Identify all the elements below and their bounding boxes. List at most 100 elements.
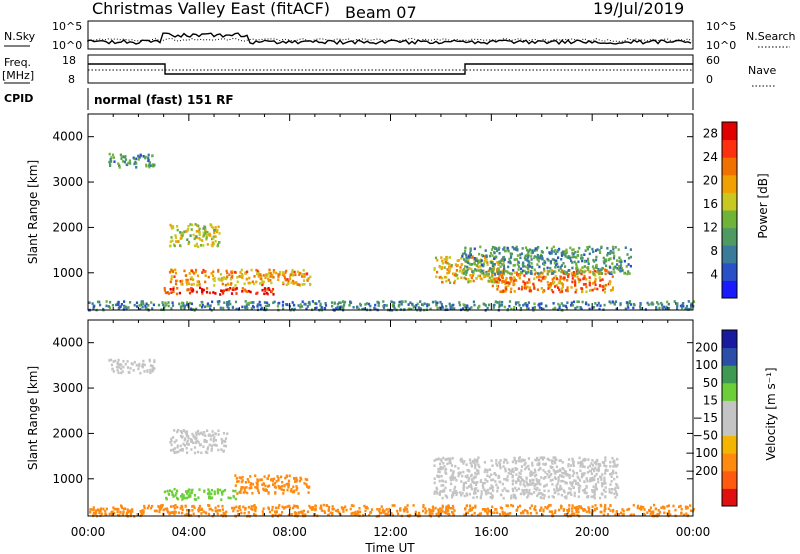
echo-cell — [439, 300, 442, 304]
echo-cell — [616, 263, 619, 266]
echo-cell — [443, 465, 446, 468]
echo-cell — [259, 478, 262, 481]
echo-cell — [463, 460, 466, 463]
echo-cell — [549, 261, 552, 265]
echo-cell — [612, 251, 615, 255]
echo-cell — [463, 258, 466, 261]
echo-cell — [286, 488, 289, 492]
echo-cell — [204, 232, 207, 235]
echo-cell — [471, 513, 474, 517]
echo-cell — [422, 509, 425, 513]
echo-cell — [385, 512, 388, 516]
echo-cell — [435, 304, 438, 307]
echo-cell — [123, 300, 126, 303]
echo-cell — [543, 489, 546, 493]
nsky-panel-frame — [87, 20, 694, 50]
echo-cell — [591, 489, 594, 492]
echo-cell — [301, 275, 304, 278]
echo-cell — [193, 272, 196, 275]
echo-cell — [129, 162, 132, 165]
echo-cell — [265, 273, 268, 276]
echo-cell — [555, 458, 558, 462]
echo-cell — [616, 267, 619, 270]
echo-cell — [526, 266, 530, 270]
echo-cell — [525, 490, 528, 494]
echo-cell — [190, 283, 193, 286]
echo-cell — [412, 504, 415, 507]
echo-cell — [210, 444, 213, 447]
echo-cell — [491, 275, 494, 278]
echo-cell — [244, 508, 247, 511]
echo-cell — [592, 258, 595, 262]
echo-cell — [263, 292, 266, 296]
echo-cell — [343, 303, 346, 306]
echo-cell — [197, 508, 200, 512]
echo-cell — [466, 474, 469, 477]
echo-cell — [564, 265, 567, 268]
echo-cell — [466, 469, 469, 472]
echo-cell — [518, 304, 521, 307]
echo-cell — [212, 237, 215, 240]
echo-cell — [210, 447, 213, 450]
echo-cell — [216, 512, 219, 516]
echo-cell — [556, 262, 559, 265]
echo-cell — [666, 300, 669, 304]
echo-cell — [513, 458, 516, 462]
echo-cell — [197, 429, 200, 433]
colorbar-segment — [722, 262, 737, 281]
echo-cell — [486, 306, 489, 310]
echo-cell — [289, 275, 292, 279]
echo-cell — [480, 259, 483, 262]
echo-cell — [232, 509, 235, 513]
echo-cell — [630, 513, 633, 516]
echo-cell — [533, 468, 536, 472]
echo-cell — [553, 491, 556, 495]
echo-cell — [457, 474, 460, 478]
echo-cell — [604, 486, 607, 489]
echo-cell — [267, 279, 270, 283]
echo-cell — [614, 266, 617, 269]
echo-cell — [550, 252, 553, 255]
echo-cell — [591, 505, 594, 508]
echo-cell — [195, 235, 198, 238]
echo-cell — [520, 287, 523, 291]
echo-cell — [231, 275, 234, 278]
echo-cell — [223, 444, 226, 448]
echo-cell — [216, 244, 219, 248]
echo-cell — [380, 505, 383, 508]
echo-cell — [423, 302, 426, 305]
echo-cell — [595, 266, 598, 269]
echo-cell — [176, 240, 179, 243]
velocity-colorbar-label: Velocity [m s⁻¹] — [764, 367, 778, 460]
echo-cell — [466, 265, 469, 269]
echo-cell — [209, 307, 212, 310]
echo-cell — [551, 258, 554, 261]
echo-cell — [179, 280, 182, 283]
echo-cell — [239, 491, 242, 494]
echo-cell — [284, 303, 288, 306]
echo-cell — [460, 276, 463, 280]
echo-cell — [208, 443, 211, 447]
echo-cell — [567, 463, 570, 466]
echo-cell — [200, 512, 203, 515]
echo-cell — [563, 250, 566, 253]
echo-cell — [584, 491, 588, 495]
echo-cell — [533, 272, 536, 276]
echo-cell — [299, 476, 302, 480]
echo-cell — [429, 512, 432, 515]
echo-cell — [318, 300, 321, 303]
echo-cell — [682, 302, 685, 305]
echo-cell — [323, 307, 327, 310]
echo-cell — [419, 307, 423, 311]
echo-cell — [505, 288, 508, 291]
echo-cell — [364, 506, 367, 509]
echo-cell — [319, 507, 322, 510]
echo-cell — [527, 457, 530, 460]
echo-cell — [183, 438, 186, 442]
echo-cell — [108, 512, 111, 516]
echo-cell — [542, 496, 545, 500]
echo-cell — [563, 513, 566, 516]
echo-cell — [418, 511, 421, 515]
echo-cell — [536, 463, 539, 466]
colorbar-segment — [722, 210, 737, 229]
